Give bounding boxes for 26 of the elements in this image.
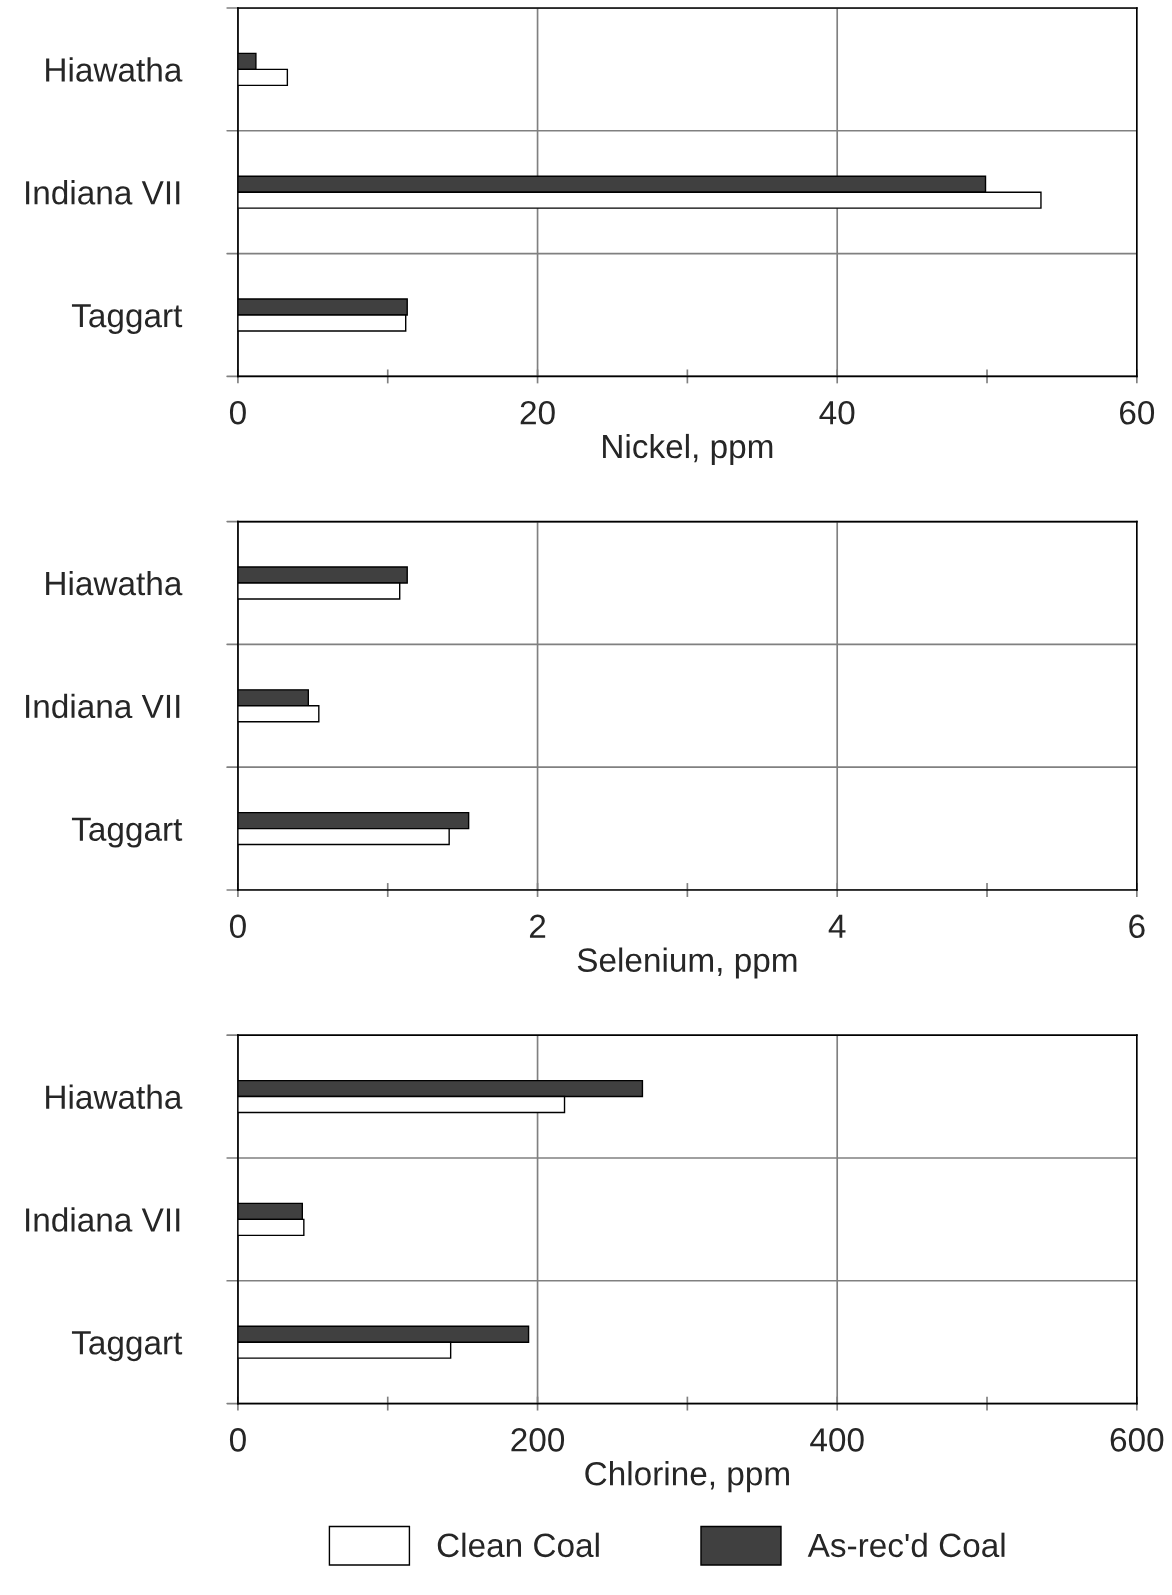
x-tick-label: 20: [520, 400, 555, 425]
x-axis-title: Nickel, ppm: [603, 433, 773, 465]
y-tick-label: Taggart: [71, 304, 183, 335]
x-tick-label: 6: [1129, 914, 1145, 939]
y-tick-label: Taggart: [71, 817, 183, 848]
x-axis-title: Chlorine, ppm: [585, 1461, 789, 1493]
y-tick-label: Hiawatha: [46, 570, 183, 596]
x-tick-label: 4: [828, 914, 846, 938]
x-axis-title: Selenium, ppm: [577, 947, 797, 979]
y-tick-label: Indiana VII: [26, 1207, 180, 1232]
y-tick-label: Hiawatha: [46, 1084, 183, 1109]
y-tick-label: Hiawatha: [46, 57, 183, 82]
x-tick-label: 400: [810, 1428, 864, 1452]
x-tick-label: 0: [229, 914, 246, 939]
x-tick-label: 200: [511, 1428, 565, 1452]
x-tick-label: 2: [529, 914, 546, 938]
x-tick-label: 60: [1120, 400, 1155, 425]
x-tick-label: 40: [819, 400, 855, 425]
x-tick-label: 0: [229, 400, 246, 425]
x-tick-label: 600: [1110, 1428, 1164, 1452]
legend-label: Clean Coal: [437, 1532, 599, 1558]
x-tick-label: 0: [229, 1428, 246, 1452]
legend-label: As-rec'd Coal: [807, 1532, 1005, 1558]
y-tick-label: Indiana VII: [26, 180, 180, 205]
y-tick-label: Taggart: [71, 1331, 183, 1362]
y-tick-label: Indiana VII: [26, 693, 180, 719]
